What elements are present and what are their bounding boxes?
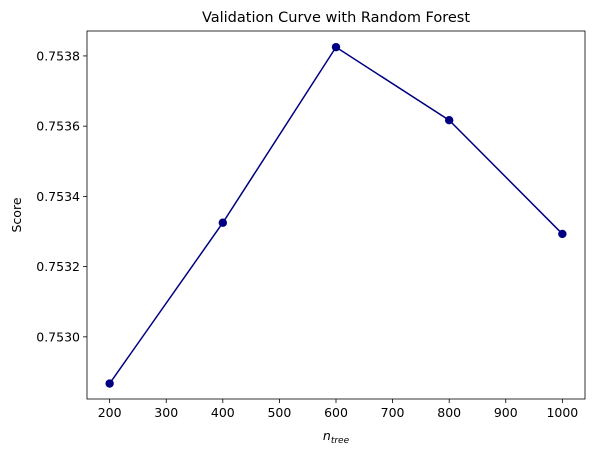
data-point	[105, 379, 114, 388]
x-tick-label: 400	[211, 405, 235, 420]
y-tick-label: 0.7532	[36, 259, 80, 274]
plot-area	[87, 31, 585, 399]
data-point	[218, 218, 228, 227]
x-tick-label: 600	[324, 405, 348, 420]
chart-title: Validation Curve with Random Forest	[202, 10, 470, 26]
x-axis: 200 300 400 500 600 700 800 900 1000	[98, 399, 578, 420]
y-tick-label: 0.7530	[36, 329, 80, 344]
x-tick-label: 900	[494, 405, 518, 420]
y-tick-label: 0.7536	[36, 119, 80, 134]
x-tick-label: 200	[98, 405, 122, 420]
x-axis-label-subscript: tree	[331, 436, 350, 446]
data-point	[444, 115, 454, 125]
y-axis-label: Score	[9, 197, 24, 232]
x-axis-label: ntree	[323, 428, 350, 446]
data-point	[558, 229, 567, 239]
data-point	[331, 42, 341, 52]
x-tick-label: 700	[381, 405, 405, 420]
y-tick-label: 0.7538	[36, 48, 80, 63]
x-tick-label: 500	[267, 405, 291, 420]
y-axis: 0.7530 0.7532 0.7534 0.7536 0.7538	[36, 48, 87, 344]
plot-frame	[86, 30, 586, 400]
series-markers	[105, 42, 567, 388]
x-tick-label: 300	[154, 405, 178, 420]
x-axis-label-main: n	[323, 428, 331, 443]
y-tick-label: 0.7534	[36, 189, 80, 204]
x-tick-label: 800	[437, 405, 461, 420]
x-tick-label: 1000	[546, 405, 578, 420]
